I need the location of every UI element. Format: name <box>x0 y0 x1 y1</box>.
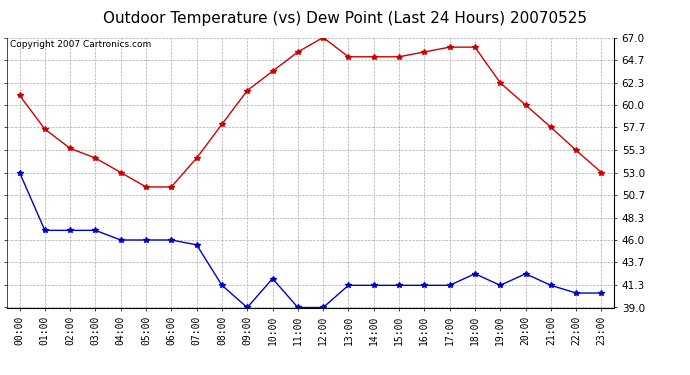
Text: Copyright 2007 Cartronics.com: Copyright 2007 Cartronics.com <box>10 40 151 49</box>
Text: Outdoor Temperature (vs) Dew Point (Last 24 Hours) 20070525: Outdoor Temperature (vs) Dew Point (Last… <box>103 11 587 26</box>
